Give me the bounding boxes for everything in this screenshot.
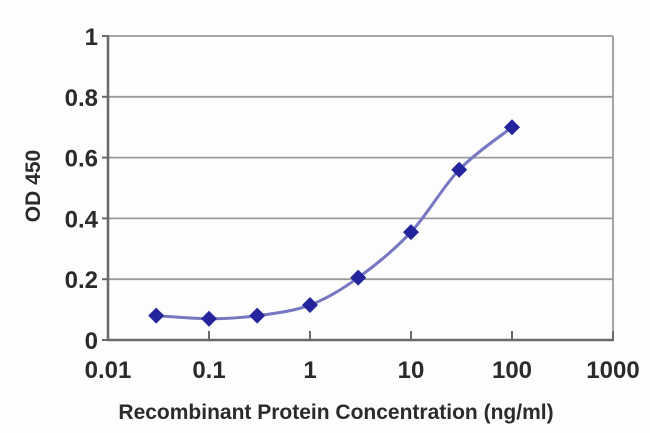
data-point-marker — [504, 119, 520, 136]
x-tick-label: 1000 — [586, 357, 639, 384]
axis-ticks — [102, 35, 614, 341]
x-tick-label: 100 — [492, 357, 532, 384]
x-tick-labels: 0.01 0.1 1 10 100 1000 — [85, 357, 640, 384]
x-tick-label: 10 — [398, 357, 425, 384]
data-point-marker — [451, 161, 468, 178]
x-axis-title: Recombinant Protein Concentration (ng/ml… — [118, 401, 553, 424]
y-axis-title: OD 450 — [22, 150, 45, 222]
y-tick-label: 0.2 — [65, 267, 98, 294]
gridlines — [108, 35, 613, 341]
data-point-marker — [403, 224, 419, 241]
data-point-marker — [302, 297, 318, 314]
data-point-marker — [249, 307, 266, 324]
y-tick-label: 0.8 — [65, 85, 98, 112]
y-tick-labels: 0 0.2 0.4 0.6 0.8 1 — [65, 24, 99, 355]
data-point-marker — [350, 269, 367, 286]
y-tick-label: 0.4 — [65, 206, 99, 233]
x-tick-label: 1 — [303, 357, 316, 384]
x-tick-label: 0.1 — [192, 357, 225, 384]
series-line — [154, 125, 514, 321]
y-tick-label: 0 — [85, 328, 98, 355]
y-tick-label: 1 — [85, 24, 98, 51]
data-series — [148, 119, 520, 327]
x-tick-label: 0.01 — [85, 357, 132, 384]
data-point-marker — [148, 307, 165, 324]
plot-border — [106, 35, 614, 342]
y-tick-label: 0.6 — [65, 146, 98, 173]
data-point-marker — [201, 310, 217, 327]
